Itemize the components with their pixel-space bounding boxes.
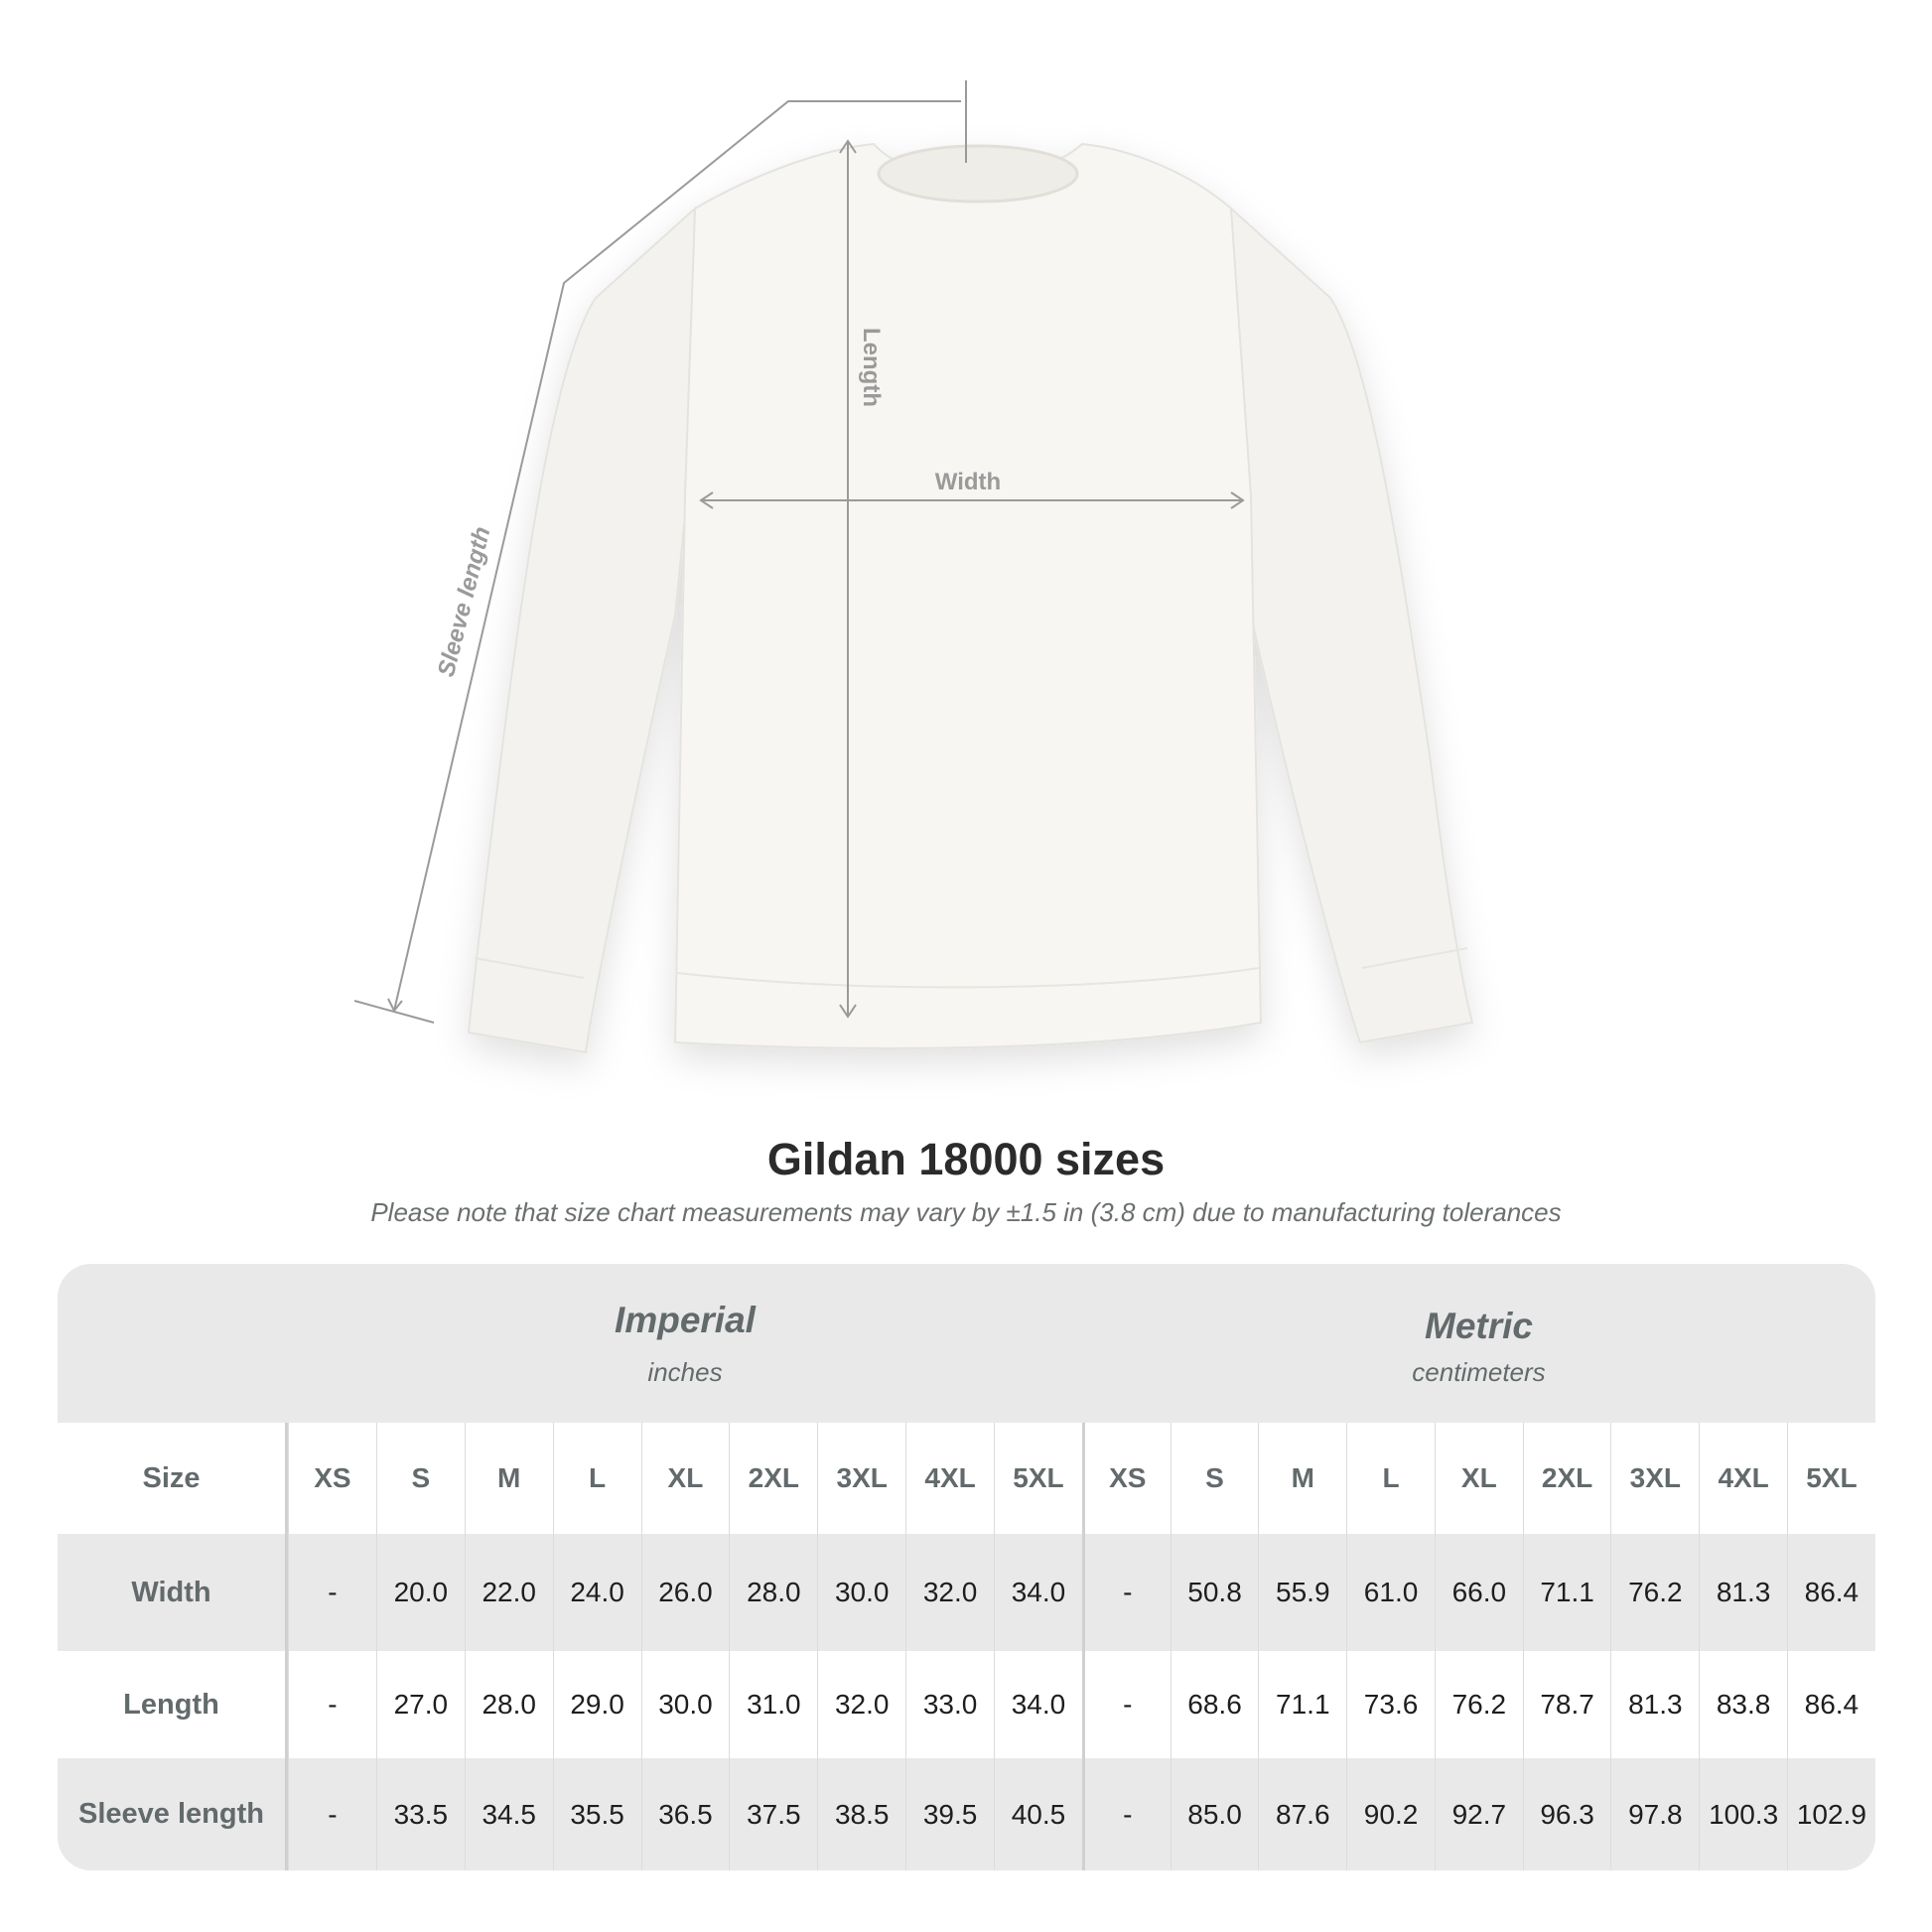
imperial-value: - [288, 1651, 376, 1758]
imperial-value: 40.5 [994, 1758, 1082, 1870]
imperial-value: 30.0 [640, 1651, 730, 1758]
metric-value: - [1081, 1758, 1171, 1870]
size-header-row: Size XS S M L XL 2XL 3XL 4XL 5XL XS S M L XL 2XL 3XL 4XL 5… [58, 1423, 1875, 1534]
sweatshirt-image [467, 142, 1474, 1054]
metric-value: 68.6 [1170, 1651, 1259, 1758]
size-table: Imperial inches Metric centimeters Size X… [58, 1264, 1875, 1870]
metric-value: 90.2 [1346, 1758, 1435, 1870]
length-label: Length [858, 328, 885, 407]
metric-header: Metric centimeters [1082, 1264, 1875, 1423]
metric-value: 83.8 [1699, 1651, 1787, 1758]
imperial-value: 26.0 [640, 1534, 730, 1651]
imperial-value: 28.0 [729, 1534, 817, 1651]
metric-value: 86.4 [1787, 1534, 1875, 1651]
size-label: Size [58, 1423, 288, 1534]
metric-value: 78.7 [1522, 1651, 1611, 1758]
metric-value: 100.3 [1699, 1758, 1787, 1870]
imperial-size-XS: XS [288, 1423, 376, 1534]
metric-value: 96.3 [1522, 1758, 1611, 1870]
imperial-value: 38.5 [817, 1758, 905, 1870]
sweatshirt-diagram: Length Width Sleeve length [353, 80, 1474, 1054]
metric-value: 55.9 [1258, 1534, 1346, 1651]
metric-size-XL: XL [1434, 1423, 1523, 1534]
measurement-lines [353, 80, 1245, 1024]
imperial-value: 22.0 [464, 1534, 553, 1651]
imperial-value: 35.5 [552, 1758, 641, 1870]
imperial-value: 29.0 [552, 1651, 641, 1758]
row-label: Sleeve length [58, 1758, 288, 1870]
metric-value: 81.3 [1610, 1651, 1699, 1758]
sleeve-length-label: Sleeve length [433, 524, 496, 680]
metric-size-4XL: 4XL [1699, 1423, 1787, 1534]
imperial-value: 32.0 [817, 1651, 905, 1758]
imperial-unit: inches [647, 1357, 723, 1387]
imperial-value: 20.0 [375, 1534, 465, 1651]
imperial-size-5XL: 5XL [994, 1423, 1082, 1534]
table-row: Sleeve length -33.5 34.5 35.5 36.5 37.5 38.5 39… [58, 1758, 1875, 1870]
row-label: Length [58, 1651, 288, 1758]
metric-value: 87.6 [1258, 1758, 1346, 1870]
table-row: Length -27.0 28.0 29.0 30.0 31.0 32.0 33.0 34.0-… [58, 1651, 1875, 1758]
imperial-value: 33.0 [905, 1651, 994, 1758]
tolerance-note: Please note that size chart measurements… [370, 1197, 1562, 1227]
page-title: Gildan 18000 sizes [766, 1134, 1166, 1184]
metric-size-S: S [1170, 1423, 1259, 1534]
imperial-size-M: M [464, 1423, 553, 1534]
metric-size-5XL: 5XL [1787, 1423, 1875, 1534]
imperial-value: 34.5 [464, 1758, 553, 1870]
width-label: Width [935, 469, 1001, 495]
metric-value: 85.0 [1170, 1758, 1259, 1870]
metric-title: Metric [1425, 1306, 1533, 1346]
imperial-value: 28.0 [464, 1651, 553, 1758]
metric-value: 86.4 [1787, 1651, 1875, 1758]
imperial-size-S: S [375, 1423, 465, 1534]
imperial-value: 39.5 [905, 1758, 994, 1870]
metric-size-L: L [1346, 1423, 1435, 1534]
metric-value: 71.1 [1522, 1534, 1611, 1651]
metric-size-M: M [1258, 1423, 1346, 1534]
imperial-value: - [288, 1758, 376, 1870]
imperial-size-3XL: 3XL [817, 1423, 905, 1534]
metric-value: 71.1 [1258, 1651, 1346, 1758]
metric-value: 66.0 [1434, 1534, 1523, 1651]
imperial-size-4XL: 4XL [905, 1423, 994, 1534]
imperial-size-XL: XL [640, 1423, 730, 1534]
imperial-title: Imperial [615, 1300, 756, 1340]
imperial-header: Imperial inches [288, 1264, 1082, 1423]
imperial-value: 27.0 [375, 1651, 465, 1758]
metric-value: 76.2 [1610, 1534, 1699, 1651]
metric-value: 97.8 [1610, 1758, 1699, 1870]
imperial-value: 33.5 [375, 1758, 465, 1870]
imperial-value: 36.5 [640, 1758, 730, 1870]
metric-value: 76.2 [1434, 1651, 1523, 1758]
metric-value: 61.0 [1346, 1534, 1435, 1651]
imperial-value: 24.0 [552, 1534, 641, 1651]
metric-size-XS: XS [1081, 1423, 1171, 1534]
metric-value: 102.9 [1787, 1758, 1875, 1870]
metric-value: 81.3 [1699, 1534, 1787, 1651]
imperial-value: 30.0 [817, 1534, 905, 1651]
metric-value: - [1081, 1534, 1171, 1651]
imperial-size-L: L [552, 1423, 641, 1534]
imperial-value: 37.5 [729, 1758, 817, 1870]
metric-value: 73.6 [1346, 1651, 1435, 1758]
metric-value: - [1081, 1651, 1171, 1758]
sleeve-length-line [393, 100, 961, 1012]
imperial-value: 34.0 [994, 1534, 1082, 1651]
table-row: Width -20.0 22.0 24.0 26.0 28.0 30.0 32.0 34.0-5… [58, 1534, 1875, 1651]
metric-size-2XL: 2XL [1522, 1423, 1611, 1534]
imperial-value: - [288, 1534, 376, 1651]
metric-unit: centimeters [1412, 1357, 1546, 1387]
row-label: Width [58, 1534, 288, 1651]
metric-value: 92.7 [1434, 1758, 1523, 1870]
metric-value: 50.8 [1170, 1534, 1259, 1651]
metric-size-3XL: 3XL [1610, 1423, 1699, 1534]
imperial-size-2XL: 2XL [729, 1423, 817, 1534]
imperial-value: 34.0 [994, 1651, 1082, 1758]
imperial-value: 32.0 [905, 1534, 994, 1651]
imperial-value: 31.0 [729, 1651, 817, 1758]
